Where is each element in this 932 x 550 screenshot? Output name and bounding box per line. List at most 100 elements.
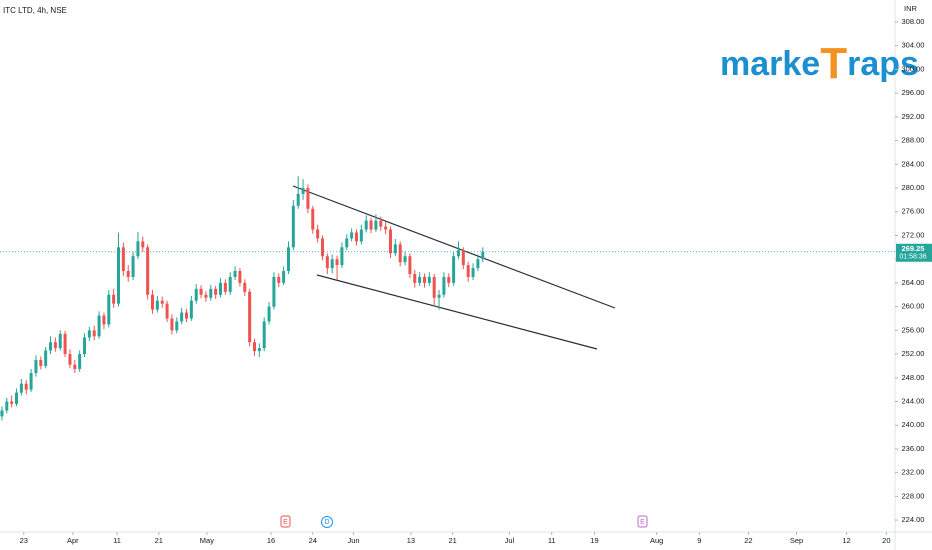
candle-body bbox=[393, 244, 397, 254]
candle-body bbox=[413, 274, 417, 283]
candle-body bbox=[461, 250, 465, 266]
logo: markeTraps bbox=[720, 39, 919, 88]
candle-body bbox=[73, 364, 77, 369]
candle-body bbox=[350, 232, 354, 239]
x-tick-label: Sep bbox=[790, 536, 803, 545]
candle-body bbox=[306, 188, 310, 209]
candle-body bbox=[228, 276, 232, 292]
candle-body bbox=[408, 256, 412, 275]
y-tick-label: 236.00 bbox=[902, 444, 925, 453]
candle-body bbox=[24, 383, 28, 390]
candle-body bbox=[364, 220, 368, 230]
candle-body bbox=[447, 276, 451, 283]
x-tick-label: Aug bbox=[650, 536, 663, 545]
candle-body bbox=[320, 238, 324, 257]
candle-body bbox=[267, 306, 271, 322]
candle-body bbox=[291, 205, 295, 248]
candle-body bbox=[5, 401, 9, 411]
y-tick-label: 232.00 bbox=[902, 468, 925, 477]
x-tick-label: Jul bbox=[505, 536, 515, 545]
candle-body bbox=[102, 315, 106, 325]
candle-body bbox=[170, 318, 174, 331]
candles bbox=[0, 176, 485, 421]
candle-body bbox=[432, 276, 436, 298]
candle-body bbox=[19, 383, 23, 393]
candle-body bbox=[316, 229, 320, 239]
y-tick-label: 272.00 bbox=[902, 230, 925, 239]
y-tick-label: 284.00 bbox=[902, 159, 925, 168]
candle-body bbox=[92, 330, 96, 337]
x-tick-label: 21 bbox=[155, 536, 163, 545]
event-icon[interactable] bbox=[321, 516, 333, 528]
y-tick-label: 288.00 bbox=[902, 136, 925, 145]
events: E D E bbox=[280, 515, 648, 528]
y-tick-label: 248.00 bbox=[902, 373, 925, 382]
candle-body bbox=[204, 294, 208, 298]
candle-body bbox=[15, 392, 19, 404]
x-tick-label: 22 bbox=[744, 536, 752, 545]
trendline bbox=[316, 274, 598, 350]
trendline bbox=[292, 185, 616, 309]
candle-body bbox=[262, 321, 266, 349]
candle-body bbox=[252, 342, 256, 352]
candle-body bbox=[199, 288, 203, 295]
candle-body bbox=[311, 208, 315, 230]
event-label: D bbox=[324, 519, 329, 526]
candle-body bbox=[78, 354, 82, 369]
candle-body bbox=[233, 271, 237, 277]
candle-body bbox=[296, 193, 300, 206]
candle-body bbox=[218, 282, 222, 295]
candle-body bbox=[165, 303, 169, 319]
candle-body bbox=[189, 300, 193, 319]
candle-body bbox=[58, 333, 62, 349]
x-tick-label: Apr bbox=[67, 536, 79, 545]
countdown-label: 01:58:36 bbox=[899, 254, 926, 261]
candle-body bbox=[131, 256, 135, 277]
candle-body bbox=[116, 247, 121, 304]
x-tick-label: 23 bbox=[20, 536, 28, 545]
candle-body bbox=[184, 312, 189, 319]
logo-part: raps bbox=[847, 45, 919, 83]
x-tick-label: Jun bbox=[348, 536, 360, 545]
candle-body bbox=[330, 259, 334, 269]
candle-body bbox=[257, 348, 261, 352]
candle-body bbox=[418, 276, 422, 283]
event-icon[interactable] bbox=[637, 515, 648, 528]
y-tick-label: 304.00 bbox=[902, 41, 925, 50]
candle-body bbox=[180, 312, 184, 322]
event-icon[interactable] bbox=[280, 515, 291, 528]
logo-text: markeTraps bbox=[720, 39, 919, 88]
candle-body bbox=[150, 294, 155, 310]
candle-body bbox=[112, 294, 116, 304]
y-tick-label: 244.00 bbox=[902, 397, 925, 406]
candle-body bbox=[39, 360, 43, 366]
candle-body bbox=[243, 282, 247, 292]
y-tick-label: 292.00 bbox=[902, 112, 925, 121]
x-tick-label: 12 bbox=[842, 536, 850, 545]
candle-body bbox=[53, 342, 57, 349]
candle-body bbox=[248, 291, 252, 343]
y-tick-label: 256.00 bbox=[902, 325, 925, 334]
candle-body bbox=[286, 247, 290, 272]
candle-body bbox=[209, 288, 213, 298]
candle-body bbox=[374, 220, 378, 230]
currency-label: INR bbox=[904, 4, 918, 13]
x-tick-label: 13 bbox=[407, 536, 415, 545]
y-tick-label: 296.00 bbox=[902, 88, 925, 97]
candle-body bbox=[325, 256, 329, 269]
event-label: E bbox=[283, 519, 288, 526]
trendlines bbox=[292, 185, 616, 350]
candle-body bbox=[49, 342, 53, 351]
x-tick-label: 20 bbox=[882, 536, 890, 545]
candle-body bbox=[456, 250, 460, 257]
last-price-label: 269.25 bbox=[902, 244, 925, 253]
x-tick-label: 11 bbox=[113, 536, 121, 545]
candle-body bbox=[476, 259, 480, 269]
y-tick-label: 228.00 bbox=[902, 491, 925, 500]
x-tick-label: May bbox=[200, 536, 214, 545]
x-tick-label: 21 bbox=[448, 536, 456, 545]
candle-body bbox=[379, 220, 383, 227]
y-tick-label: 252.00 bbox=[902, 349, 925, 358]
